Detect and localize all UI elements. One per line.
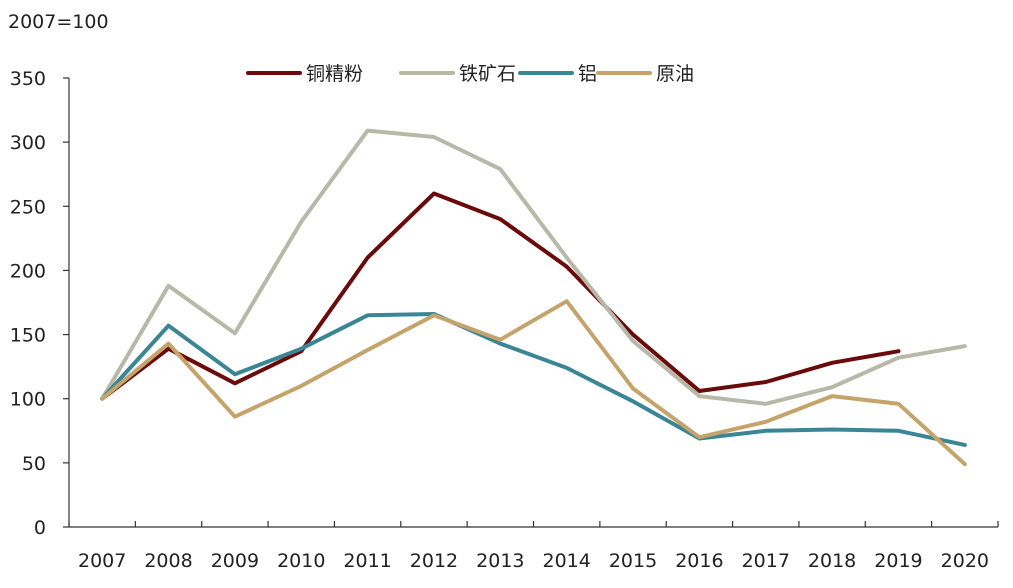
x-tick-label: 2013 bbox=[476, 550, 524, 572]
legend-label: 原油 bbox=[656, 63, 694, 85]
legend: 铜精粉 铁矿石 铝 原油 bbox=[246, 63, 694, 85]
y-tick-label: 50 bbox=[22, 453, 46, 475]
x-tick-label: 2008 bbox=[144, 550, 192, 572]
x-tick-label: 2015 bbox=[609, 550, 657, 572]
x-tick-label: 2014 bbox=[542, 550, 590, 572]
x-tick-label: 2016 bbox=[675, 550, 723, 572]
y-tick-label: 150 bbox=[10, 325, 46, 347]
x-tick-label: 2007 bbox=[78, 550, 126, 572]
x-tick-label: 2011 bbox=[343, 550, 391, 572]
x-tick-label: 2010 bbox=[277, 550, 325, 572]
series-line-0 bbox=[100, 191, 901, 401]
y-tick-label: 200 bbox=[10, 260, 46, 282]
x-tick-label: 2009 bbox=[211, 550, 259, 572]
x-tick-label: 2020 bbox=[941, 550, 989, 572]
series-line-3 bbox=[100, 299, 967, 467]
legend-label: 铁矿石 bbox=[459, 63, 516, 85]
y-tick-label: 0 bbox=[34, 517, 46, 539]
x-tick-label: 2018 bbox=[808, 550, 856, 572]
legend-label: 铜精粉 bbox=[306, 63, 363, 85]
axes: 0 50 100 150 200 250 300 350 2007 2008 2009 2010 201… bbox=[10, 68, 999, 572]
y-tick-label: 350 bbox=[10, 68, 46, 90]
x-tick-label: 2017 bbox=[742, 550, 790, 572]
x-tick-label: 2012 bbox=[410, 550, 458, 572]
y-tick-label: 250 bbox=[10, 196, 46, 218]
x-tick-label: 2019 bbox=[874, 550, 922, 572]
y-unit-label: 2007=100 bbox=[8, 11, 109, 33]
y-tick-label: 100 bbox=[10, 389, 46, 411]
y-tick-label: 300 bbox=[10, 132, 46, 154]
legend-label: 铝 bbox=[578, 63, 597, 85]
series-lines bbox=[100, 128, 967, 467]
series-line-2 bbox=[100, 312, 967, 447]
series-line-1 bbox=[100, 128, 967, 406]
